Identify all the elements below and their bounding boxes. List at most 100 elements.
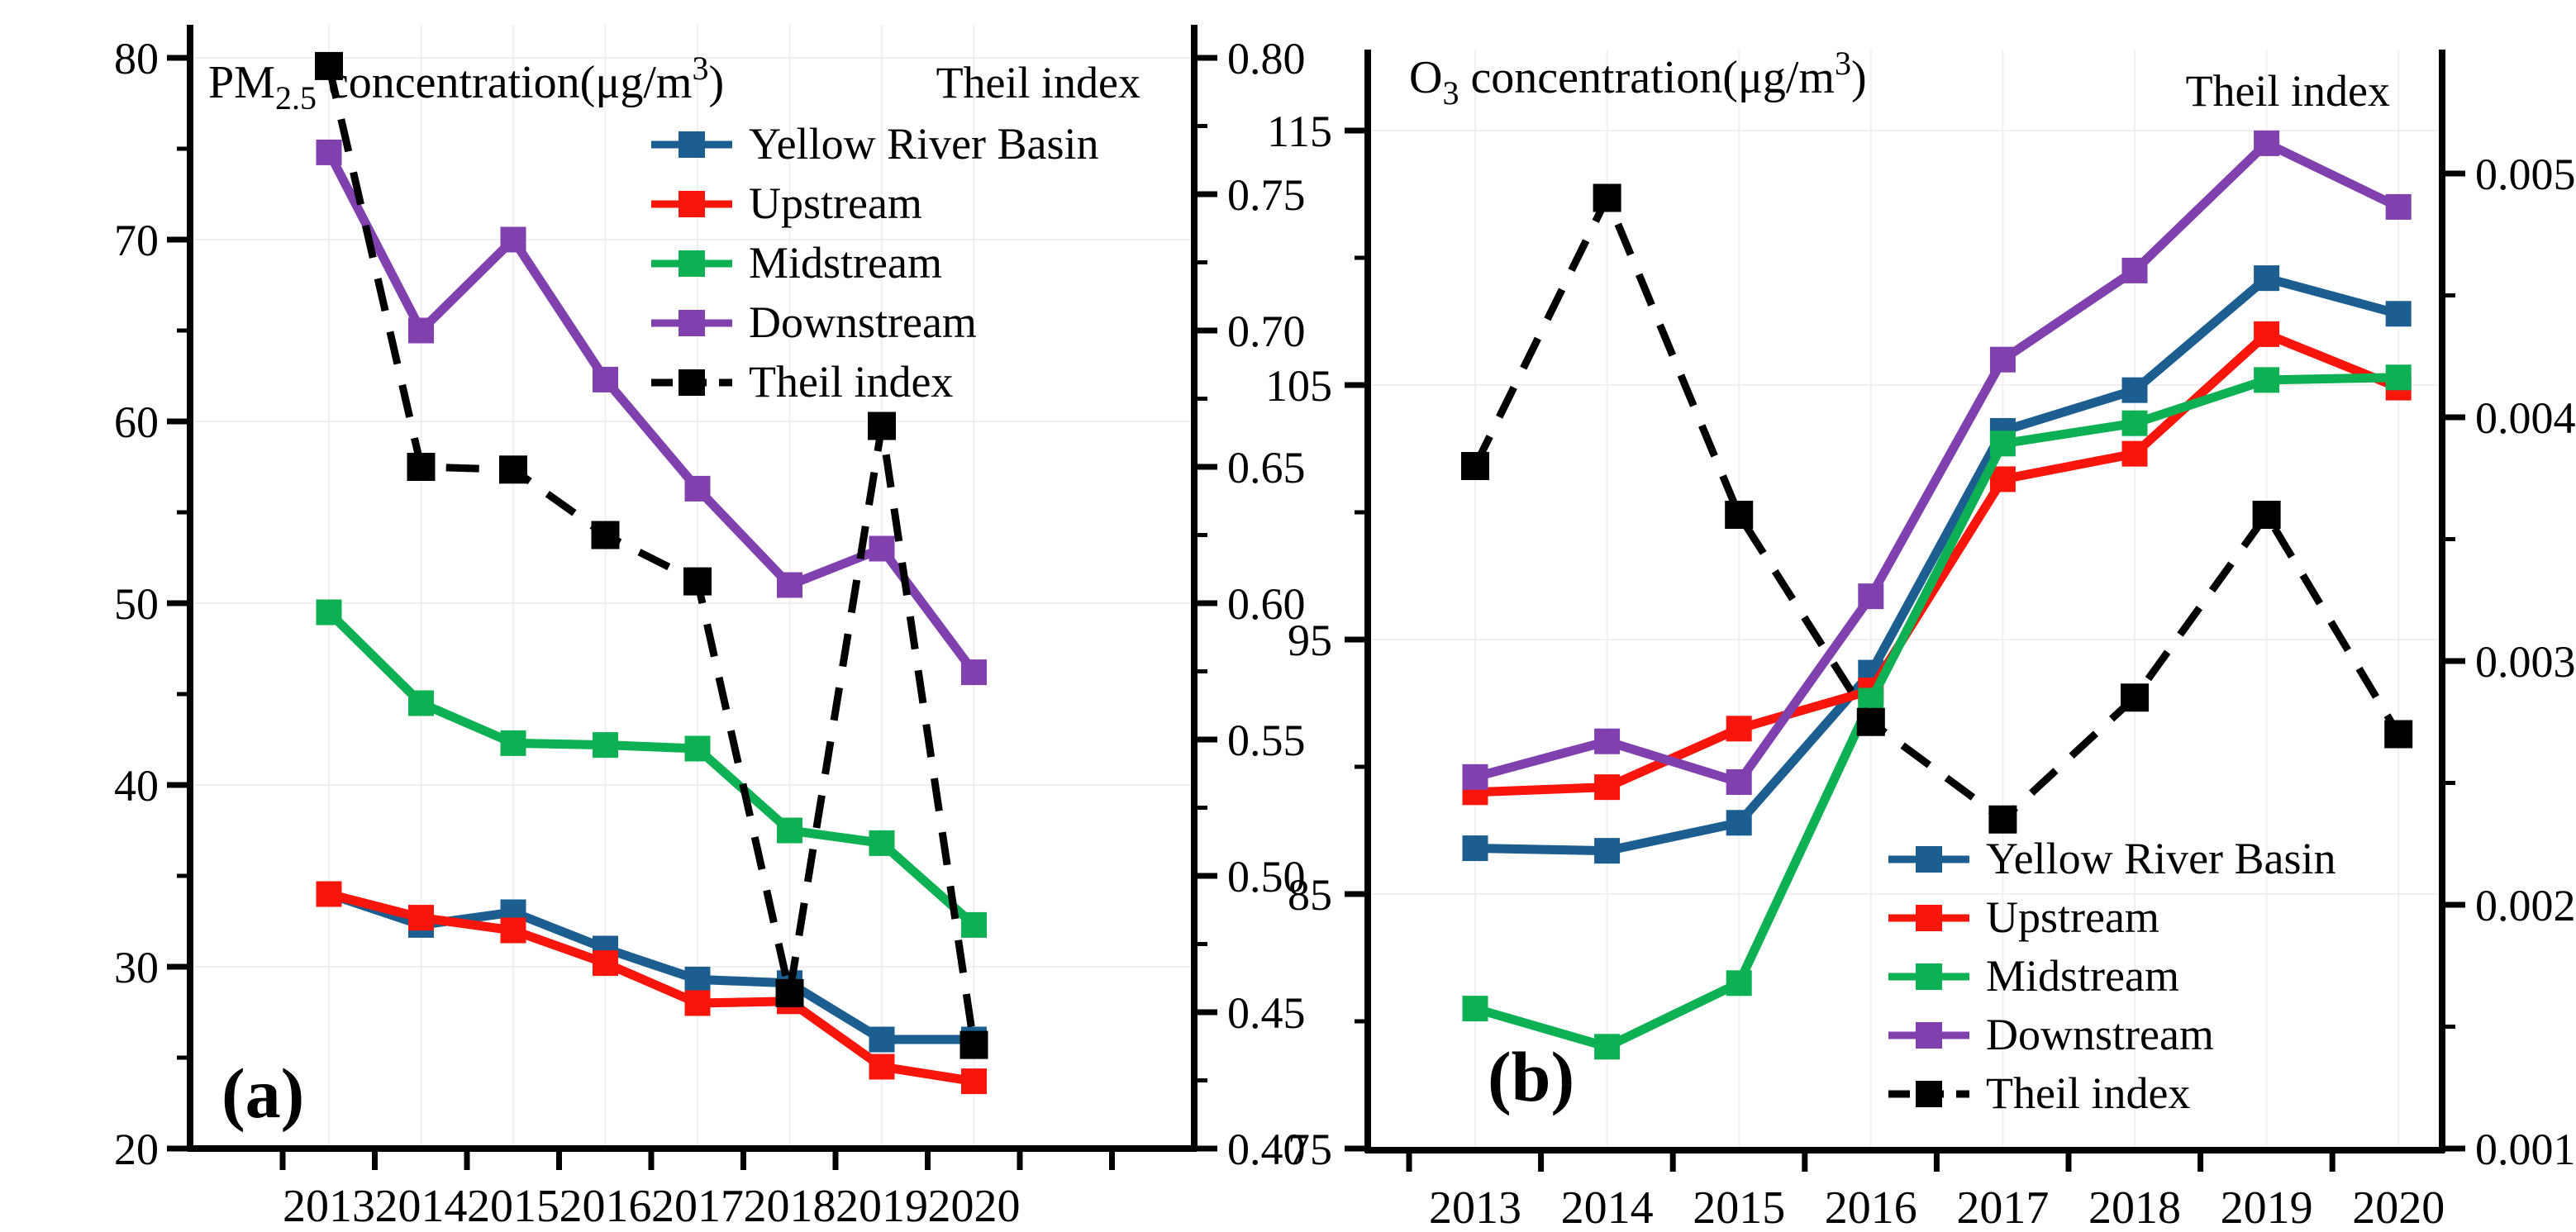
data-point-marker (408, 905, 434, 931)
legend-marker (679, 250, 705, 277)
data-point-marker (684, 735, 711, 762)
x-axis-year-label: 2014 (1561, 1182, 1654, 1232)
x-axis-year-label: 2020 (928, 1181, 1021, 1232)
panel-a: 20 30 40 50 60 70 80 0.40 0.45 0.50 0.55 0.60 0.65 0.… (114, 25, 1306, 1232)
right-axis-tick-label: 0.005 (2475, 150, 2576, 199)
data-point-marker (1594, 838, 1621, 864)
series-theil-index (315, 51, 988, 1059)
right-axis-tick-label: 0.004 (2475, 393, 2576, 443)
data-point-marker (777, 817, 802, 844)
left-axis-tick-label: 85 (1288, 870, 1332, 920)
legend-label: Yellow River Basin (749, 119, 1099, 169)
data-point-marker (408, 317, 434, 344)
panel-b: 75 85 95 105 115 0.001 0.002 0.003 0.004 0.005 201… (1265, 45, 2576, 1232)
legend-label: Theil index (749, 357, 953, 407)
data-point-marker (1988, 805, 2017, 834)
x-axis-year-label: 2013 (283, 1181, 375, 1232)
left-axis-tick-label: 95 (1288, 616, 1332, 665)
legend-label: Theil index (1986, 1068, 2190, 1118)
x-axis-year-label: 2019 (836, 1181, 928, 1232)
data-point-marker (316, 139, 342, 165)
right-axis-tick-label: 0.50 (1227, 852, 1306, 901)
data-point-marker (1858, 583, 1884, 610)
data-point-marker (593, 950, 618, 977)
x-axis-year-label: 2013 (1429, 1182, 1521, 1232)
series-upstream (316, 881, 987, 1095)
legend-item: Yellow River Basin (1888, 834, 2336, 883)
x-axis-year-label: 2018 (744, 1181, 836, 1232)
data-point-marker (684, 990, 711, 1016)
data-point-marker (2252, 501, 2281, 529)
legend-marker (679, 191, 705, 217)
panel-title: O3 concentration(μg/m3) (1409, 45, 1867, 112)
series-downstream (1462, 130, 2412, 795)
legend-item: Theil index (1888, 1068, 2190, 1118)
legend-label: Upstream (749, 178, 922, 228)
legend-marker (1916, 1022, 1942, 1049)
data-point-marker (1594, 1034, 1621, 1060)
gridlines (1368, 50, 2442, 1150)
left-axis-tick-label: 60 (114, 397, 159, 447)
data-point-marker (1462, 763, 1488, 790)
axes: 75 85 95 105 115 0.001 0.002 0.003 0.004 0.005 201… (1265, 50, 2576, 1232)
data-point-marker (2254, 321, 2280, 347)
right-axis-tick-label: 0.40 (1227, 1125, 1306, 1174)
data-point-marker (683, 567, 712, 596)
data-point-marker (2384, 720, 2413, 749)
x-axis-year-label: 2018 (2088, 1182, 2181, 1232)
right-axis-tick-label: 0.65 (1227, 443, 1306, 492)
left-axis-tick-label: 80 (114, 34, 159, 83)
data-point-marker (2385, 364, 2412, 391)
legend-item: Downstream (651, 297, 977, 347)
data-point-marker (407, 453, 436, 481)
data-point-marker (2121, 410, 2148, 436)
data-point-marker (2254, 130, 2280, 156)
data-point-marker (1726, 716, 1752, 742)
legend: Yellow River Basin Upstream Midstream Downs… (651, 119, 1099, 407)
x-axis-year-label: 2014 (375, 1181, 468, 1232)
legend-label: Upstream (1986, 892, 2159, 942)
data-point-marker (1593, 183, 1621, 212)
x-axis-year-label: 2016 (559, 1181, 652, 1232)
x-axis-year-label: 2019 (2221, 1182, 2313, 1232)
data-point-marker (2385, 301, 2412, 327)
data-point-marker (1726, 768, 1752, 795)
data-point-marker (2121, 683, 2149, 712)
legend-item: Downstream (1888, 1010, 2214, 1059)
data-point-marker (2121, 257, 2148, 283)
series-midstream (1462, 364, 2412, 1060)
data-point-marker (869, 1054, 895, 1080)
data-point-marker (316, 599, 342, 626)
data-point-marker (591, 521, 620, 549)
data-point-marker (1989, 466, 2016, 492)
left-axis-tick-label: 70 (114, 216, 159, 265)
series-midstream (316, 599, 987, 938)
data-point-marker (500, 226, 526, 253)
legend-marker (1916, 846, 1942, 873)
legend-label: Yellow River Basin (1986, 834, 2336, 883)
x-axis-year-label: 2015 (1693, 1182, 1785, 1232)
legend-label: Downstream (749, 297, 977, 347)
data-point-marker (593, 732, 618, 759)
data-point-marker (500, 730, 526, 756)
right-axis-tick-label: 0.45 (1227, 988, 1306, 1038)
legend-marker (679, 369, 705, 396)
data-point-marker (408, 690, 434, 716)
right-axis-title: Theil index (2186, 66, 2390, 116)
data-point-marker (961, 659, 987, 686)
legend-item: Midstream (1888, 951, 2179, 1001)
data-point-marker (1856, 707, 1885, 736)
data-point-marker (869, 830, 895, 856)
data-point-marker (1462, 996, 1488, 1022)
legend-item: Midstream (651, 238, 942, 288)
legend-item: Theil index (651, 357, 953, 407)
legend-label: Midstream (749, 238, 942, 288)
right-axis-tick-label: 0.002 (2475, 881, 2576, 930)
data-point-marker (2385, 193, 2412, 220)
data-point-marker (500, 917, 526, 944)
series-theil-index (1461, 183, 2413, 834)
data-point-marker (684, 966, 711, 992)
left-axis-tick-label: 115 (1267, 107, 1332, 156)
data-point-marker (961, 1068, 987, 1095)
panel-title: PM2.5 concentration(μg/m3) (208, 50, 724, 117)
